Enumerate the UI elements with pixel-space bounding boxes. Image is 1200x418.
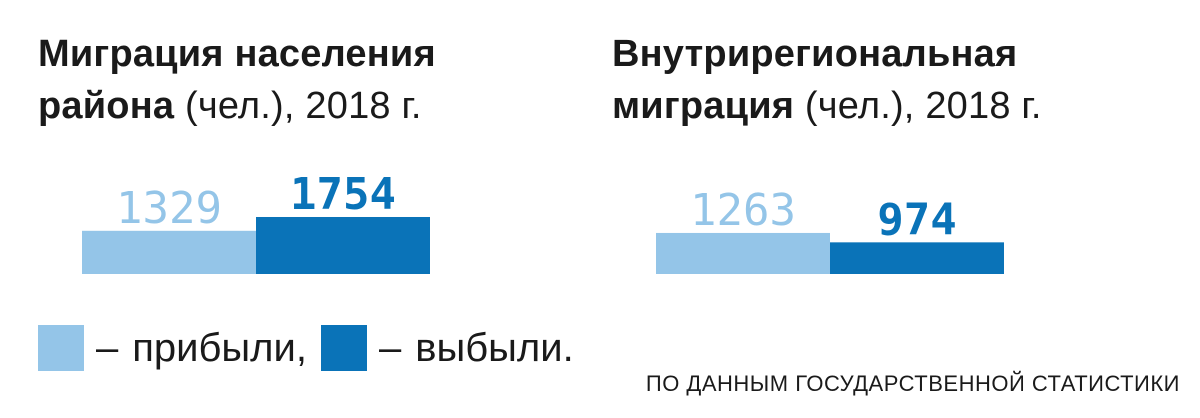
bar-arrived xyxy=(656,232,830,274)
legend-dash: – xyxy=(96,326,119,370)
data-label-departed: 974 xyxy=(877,194,956,245)
title-line-1: Внутрирегиональная xyxy=(612,33,1018,75)
source-note: ПО ДАННЫМ ГОСУДАРСТВЕННОЙ СТАТИСТИКИ xyxy=(645,371,1180,396)
legend-label-arrived: прибыли, xyxy=(132,326,307,370)
title-line-2-bold: района xyxy=(38,85,175,127)
legend-label-departed: выбыли. xyxy=(415,326,574,370)
bar-departed xyxy=(256,216,430,274)
bars-area: 1329 1754 xyxy=(82,169,430,274)
legend-swatch-arrived xyxy=(38,325,84,371)
bar-departed xyxy=(830,242,1004,274)
chart-intraregional-migration: Внутрирегиональная миграция (чел.), 2018… xyxy=(612,0,1172,300)
chart-region-migration: Миграция населения района (чел.), 2018 г… xyxy=(38,0,598,300)
legend: – прибыли, – выбыли. xyxy=(38,324,574,372)
data-label-arrived: 1263 xyxy=(690,185,796,236)
legend-dash: – xyxy=(378,326,402,370)
bar-arrived xyxy=(82,230,256,274)
title-line-2-rest: (чел.), 2018 г. xyxy=(794,85,1042,127)
title-line-2-bold: миграция xyxy=(612,85,795,127)
chart-title: Внутрирегиональная миграция (чел.), 2018… xyxy=(612,28,1172,132)
bars-area: 1263 974 xyxy=(656,185,1004,274)
title-line-2-rest: (чел.), 2018 г. xyxy=(174,85,422,127)
chart-title: Миграция населения района (чел.), 2018 г… xyxy=(38,28,598,132)
data-label-arrived: 1329 xyxy=(116,183,222,234)
legend-swatch-departed xyxy=(320,325,367,371)
title-line-1: Миграция населения xyxy=(38,33,436,75)
data-label-departed: 1754 xyxy=(290,169,396,220)
